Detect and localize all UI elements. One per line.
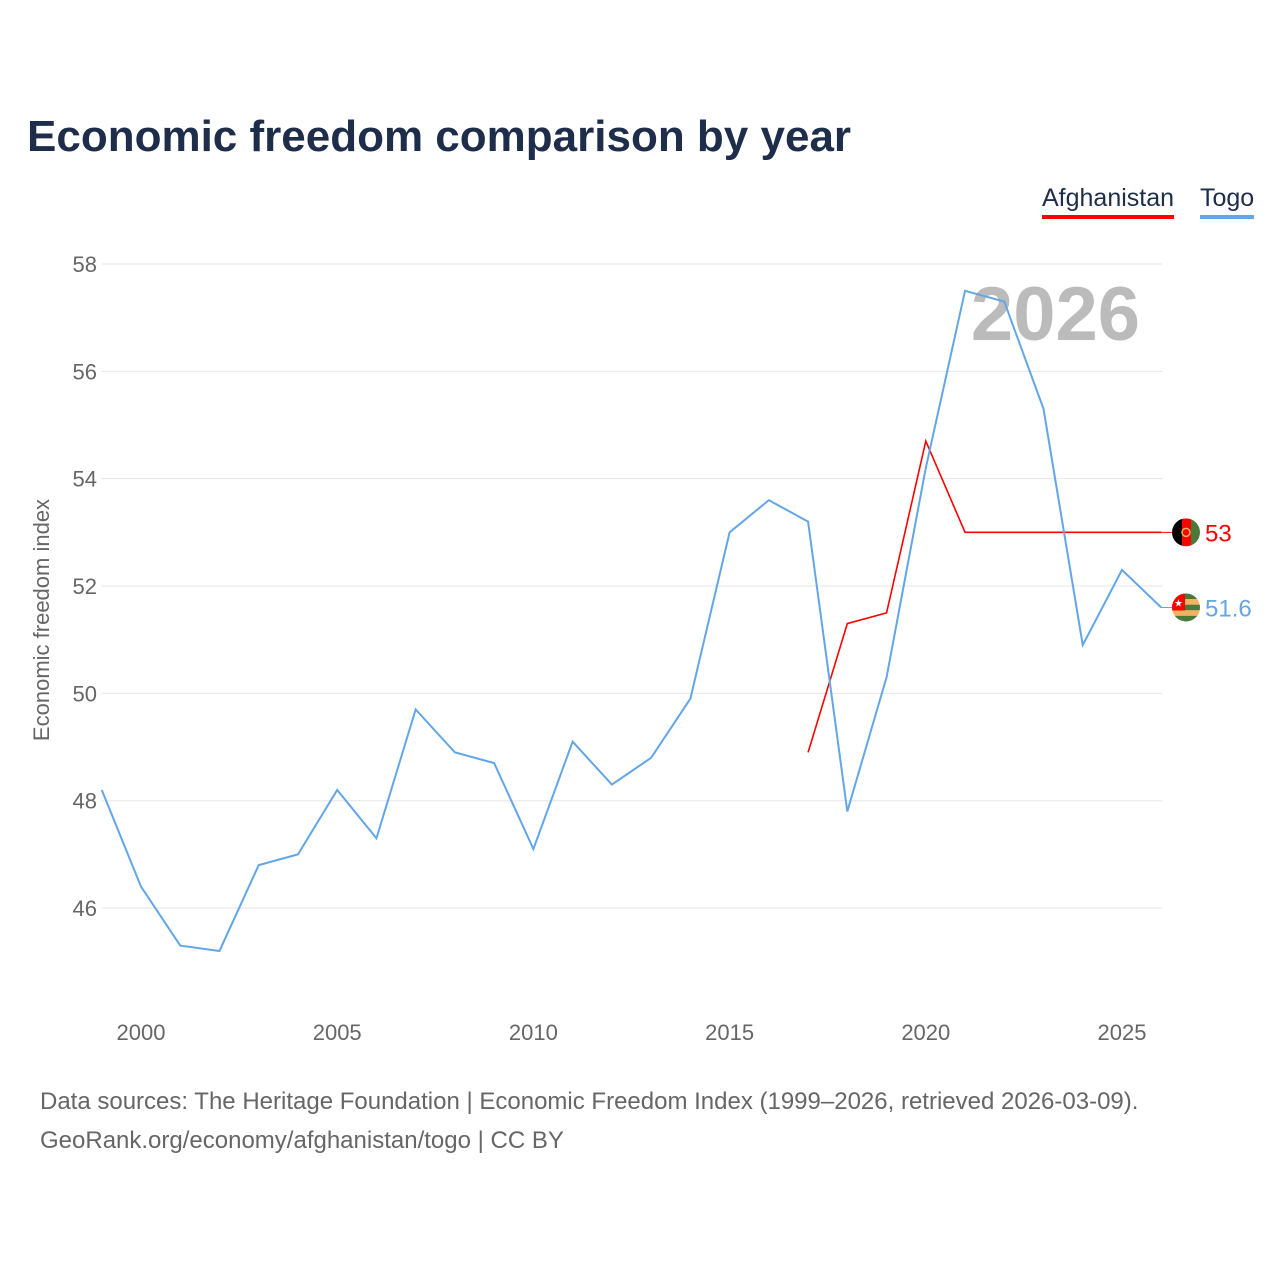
series-line-afghanistan [807,438,1162,753]
y-tick-label: 58 [73,252,97,277]
x-tick-label: 2025 [1098,1020,1147,1045]
y-tick-label: 54 [73,467,97,492]
source-line-1: Data sources: The Heritage Foundation | … [40,1088,1139,1115]
y-tick-label: 46 [73,896,97,921]
legend-togo[interactable]: Togo [1200,184,1255,219]
y-tick-label: 56 [73,359,97,384]
x-tick-label: 2020 [901,1020,950,1045]
y-tick-label: 48 [73,789,97,814]
source-line-2[interactable]: GeoRank.org/economy/afghanistan/togo | C… [40,1127,564,1154]
x-tick-label: 2000 [117,1020,166,1045]
x-tick-label: 2005 [313,1020,362,1045]
togo-end-label: 51.6 [1205,595,1252,622]
afghanistan-flag-icon [1172,518,1200,547]
watermark-year: 2026 [971,272,1140,357]
svg-text:★: ★ [1174,598,1183,609]
x-tick-label: 2010 [509,1020,558,1045]
afghanistan-end-label: 53 [1205,520,1232,547]
togo-flag-icon: ★ [1172,593,1200,622]
legend-afghanistan[interactable]: Afghanistan [1042,184,1175,219]
y-tick-label: 50 [73,681,97,706]
chart-title: Economic freedom comparison by year [27,112,852,161]
series-line-togo [100,289,1162,953]
y-tick-label: 52 [73,574,97,599]
x-tick-label: 2015 [705,1020,754,1045]
